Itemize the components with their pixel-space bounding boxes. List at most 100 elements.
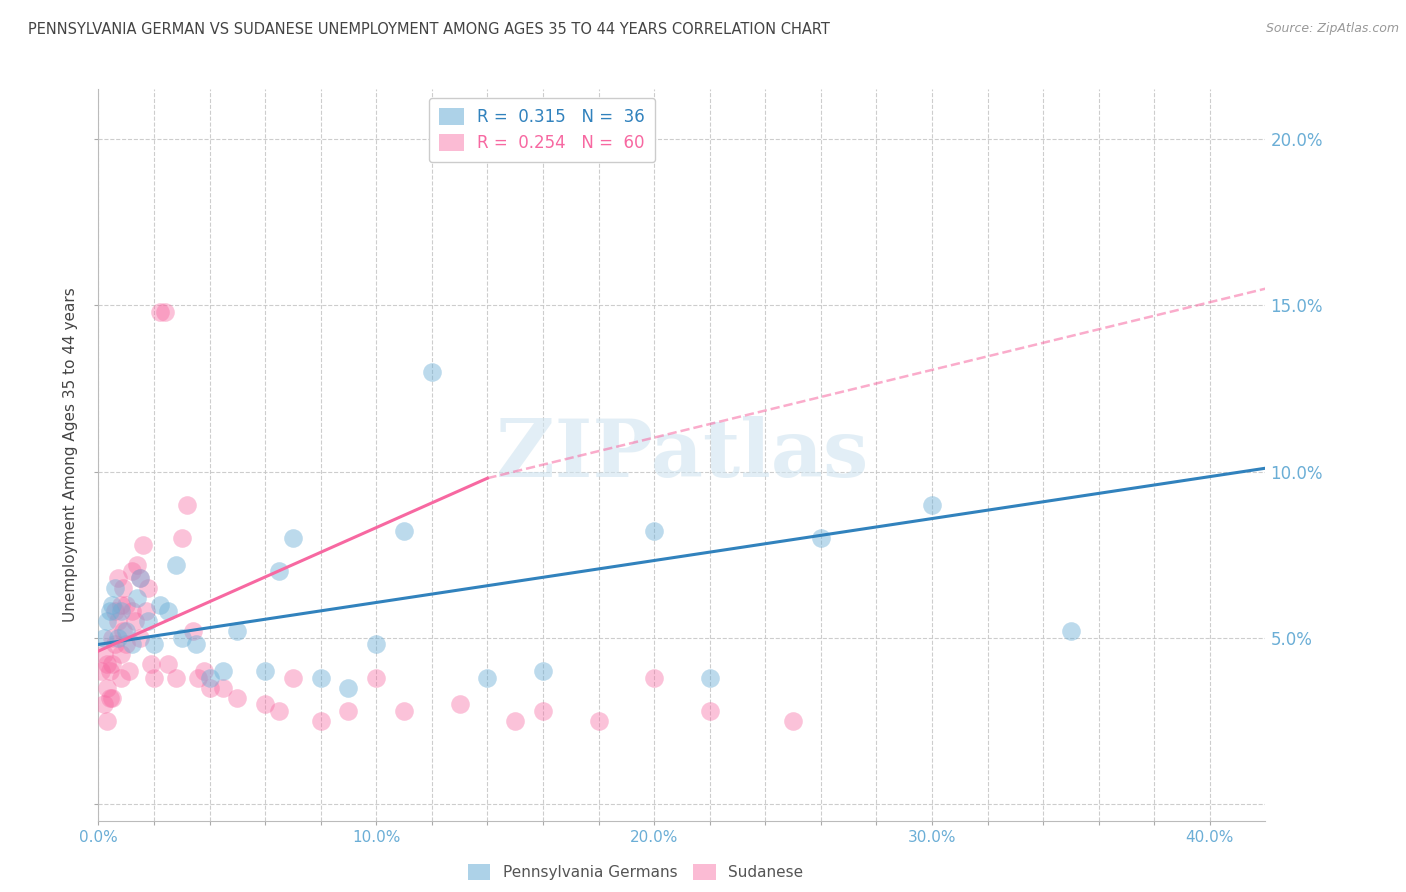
Point (96, 681, 118, 695)
Point (193, 664, 215, 678)
Point (531, 664, 554, 678)
Point (782, 714, 804, 728)
Point (148, 598, 170, 612)
Point (156, 604, 179, 618)
Point (104, 604, 127, 618)
Point (98, 604, 121, 618)
Point (392, 524, 415, 539)
Point (165, 558, 187, 572)
Point (170, 531, 193, 545)
Point (129, 631, 152, 645)
Point (810, 531, 832, 545)
Point (165, 671, 187, 685)
Point (254, 698, 277, 712)
Point (337, 681, 360, 695)
Point (135, 604, 157, 618)
Point (267, 704, 290, 718)
Point (104, 637, 127, 651)
Point (153, 305, 176, 319)
Point (110, 648, 132, 662)
Point (115, 598, 138, 612)
Point (1060, 624, 1083, 639)
Point (187, 671, 209, 685)
Point (129, 571, 152, 585)
Point (143, 671, 166, 685)
Point (104, 581, 127, 595)
Point (366, 671, 388, 685)
Point (93, 648, 115, 662)
Point (96, 614, 118, 628)
Point (267, 564, 290, 578)
Point (281, 531, 304, 545)
Point (181, 624, 204, 639)
Point (420, 365, 443, 379)
Point (309, 671, 332, 685)
Point (184, 637, 207, 651)
Point (141, 657, 163, 672)
Point (112, 581, 135, 595)
Point (98, 664, 121, 678)
Point (127, 591, 149, 605)
Point (121, 637, 143, 651)
Point (156, 657, 179, 672)
Point (112, 624, 135, 639)
Point (212, 664, 235, 678)
Point (198, 681, 221, 695)
Point (118, 664, 141, 678)
Point (110, 671, 132, 685)
Point (699, 671, 721, 685)
Point (198, 671, 221, 685)
Point (101, 690, 124, 705)
Point (477, 671, 499, 685)
Point (93, 698, 115, 712)
Y-axis label: Unemployment Among Ages 35 to 44 years: Unemployment Among Ages 35 to 44 years (63, 287, 79, 623)
Point (176, 498, 198, 512)
Point (90, 664, 112, 678)
Text: ZIPatlas: ZIPatlas (496, 416, 868, 494)
Point (132, 538, 155, 552)
Point (107, 614, 129, 628)
Point (281, 671, 304, 685)
Point (124, 614, 146, 628)
Point (96, 714, 118, 728)
Point (503, 714, 526, 728)
Point (366, 637, 388, 651)
Point (138, 581, 160, 595)
Point (254, 664, 277, 678)
Point (101, 631, 124, 645)
Point (921, 498, 943, 512)
Point (115, 624, 138, 639)
Point (148, 305, 170, 319)
Point (121, 604, 143, 618)
Point (643, 524, 665, 539)
Point (115, 637, 138, 651)
Point (170, 631, 193, 645)
Point (98, 690, 121, 705)
Point (138, 614, 160, 628)
Point (129, 571, 152, 585)
Point (93, 631, 115, 645)
Point (143, 637, 166, 651)
Point (643, 671, 665, 685)
Point (699, 704, 721, 718)
Point (226, 624, 249, 639)
Point (107, 631, 129, 645)
Point (392, 704, 415, 718)
Point (101, 598, 124, 612)
Text: PENNSYLVANIA GERMAN VS SUDANESE UNEMPLOYMENT AMONG AGES 35 TO 44 YEARS CORRELATI: PENNSYLVANIA GERMAN VS SUDANESE UNEMPLOY… (28, 22, 830, 37)
Point (212, 681, 235, 695)
Legend: Pennsylvania Germans, Sudanese: Pennsylvania Germans, Sudanese (461, 858, 808, 886)
Text: Source: ZipAtlas.com: Source: ZipAtlas.com (1265, 22, 1399, 36)
Point (101, 657, 124, 672)
Point (449, 698, 471, 712)
Point (309, 714, 332, 728)
Point (110, 598, 132, 612)
Point (110, 604, 132, 618)
Point (531, 704, 554, 718)
Point (96, 657, 118, 672)
Point (588, 714, 610, 728)
Point (107, 571, 129, 585)
Point (127, 558, 149, 572)
Point (121, 564, 143, 578)
Point (226, 690, 249, 705)
